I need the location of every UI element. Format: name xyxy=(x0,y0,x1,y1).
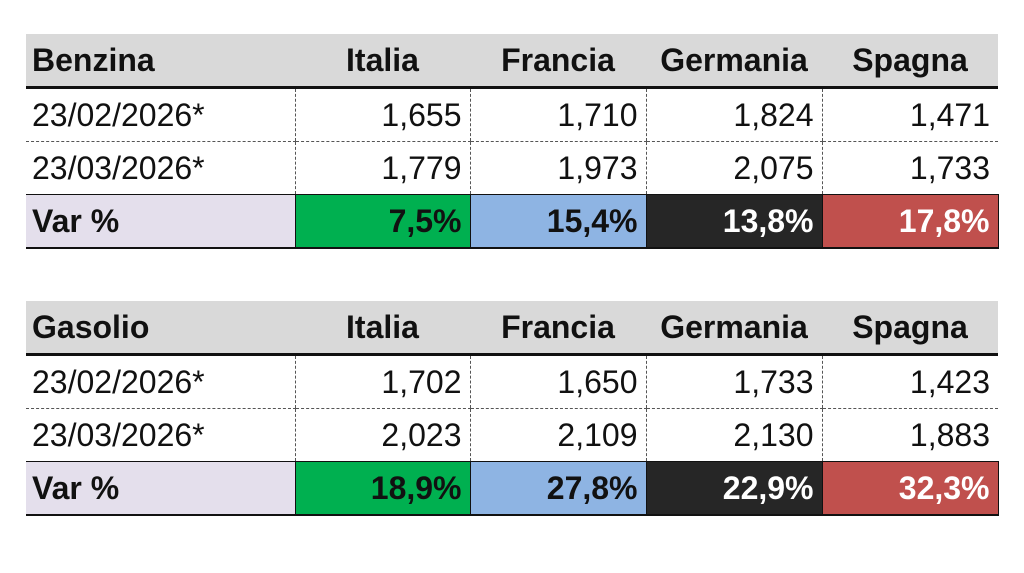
variation-cell-francia: 27,8% xyxy=(469,461,646,516)
price-cell-francia: 1,650 xyxy=(469,354,646,409)
price-cell-italia: 2,023 xyxy=(294,408,470,462)
price-cell-francia: 1,710 xyxy=(469,87,646,142)
price-cell-spagna: 1,471 xyxy=(821,87,998,142)
gasolio-price-table: Gasolio Italia Francia Germania Spagna 2… xyxy=(26,301,999,516)
column-header-spagna: Spagna xyxy=(822,301,998,356)
price-cell-germania: 2,075 xyxy=(645,141,822,195)
column-header-francia: Francia xyxy=(470,34,646,89)
price-cell-spagna: 1,733 xyxy=(821,141,998,195)
price-cell-germania: 1,733 xyxy=(645,354,822,409)
table-title: Gasolio xyxy=(26,301,295,356)
column-header-francia: Francia xyxy=(470,301,646,356)
column-header-germania: Germania xyxy=(646,34,822,89)
row-date: 23/02/2026* xyxy=(26,87,295,142)
variation-row: Var % 7,5% 15,4% 13,8% 17,8% xyxy=(26,194,999,249)
variation-label: Var % xyxy=(26,461,295,516)
column-header-spagna: Spagna xyxy=(822,34,998,89)
price-cell-francia: 2,109 xyxy=(469,408,646,462)
table-row: 23/02/2026* 1,702 1,650 1,733 1,423 xyxy=(26,354,998,409)
price-cell-germania: 1,824 xyxy=(645,87,822,142)
column-header-germania: Germania xyxy=(646,301,822,356)
table-header-row: Benzina Italia Francia Germania Spagna xyxy=(26,34,998,89)
price-cell-italia: 1,779 xyxy=(294,141,470,195)
benzina-price-table: Benzina Italia Francia Germania Spagna 2… xyxy=(26,34,999,249)
table-row: 23/03/2026* 1,779 1,973 2,075 1,733 xyxy=(26,141,998,195)
variation-cell-spagna: 17,8% xyxy=(821,194,999,249)
variation-row: Var % 18,9% 27,8% 22,9% 32,3% xyxy=(26,461,999,516)
variation-cell-francia: 15,4% xyxy=(469,194,646,249)
column-header-italia: Italia xyxy=(295,34,470,89)
variation-cell-italia: 7,5% xyxy=(294,194,470,249)
variation-cell-germania: 22,9% xyxy=(645,461,822,516)
column-header-italia: Italia xyxy=(295,301,470,356)
table-row: 23/03/2026* 2,023 2,109 2,130 1,883 xyxy=(26,408,998,462)
row-date: 23/03/2026* xyxy=(26,408,295,462)
table-title: Benzina xyxy=(26,34,295,89)
variation-cell-spagna: 32,3% xyxy=(821,461,999,516)
variation-label: Var % xyxy=(26,194,295,249)
price-cell-italia: 1,655 xyxy=(294,87,470,142)
row-date: 23/02/2026* xyxy=(26,354,295,409)
variation-cell-italia: 18,9% xyxy=(294,461,470,516)
price-cell-germania: 2,130 xyxy=(645,408,822,462)
price-cell-italia: 1,702 xyxy=(294,354,470,409)
table-header-row: Gasolio Italia Francia Germania Spagna xyxy=(26,301,998,356)
price-cell-francia: 1,973 xyxy=(469,141,646,195)
price-cell-spagna: 1,423 xyxy=(821,354,998,409)
row-date: 23/03/2026* xyxy=(26,141,295,195)
variation-cell-germania: 13,8% xyxy=(645,194,822,249)
price-cell-spagna: 1,883 xyxy=(821,408,998,462)
table-row: 23/02/2026* 1,655 1,710 1,824 1,471 xyxy=(26,87,998,142)
